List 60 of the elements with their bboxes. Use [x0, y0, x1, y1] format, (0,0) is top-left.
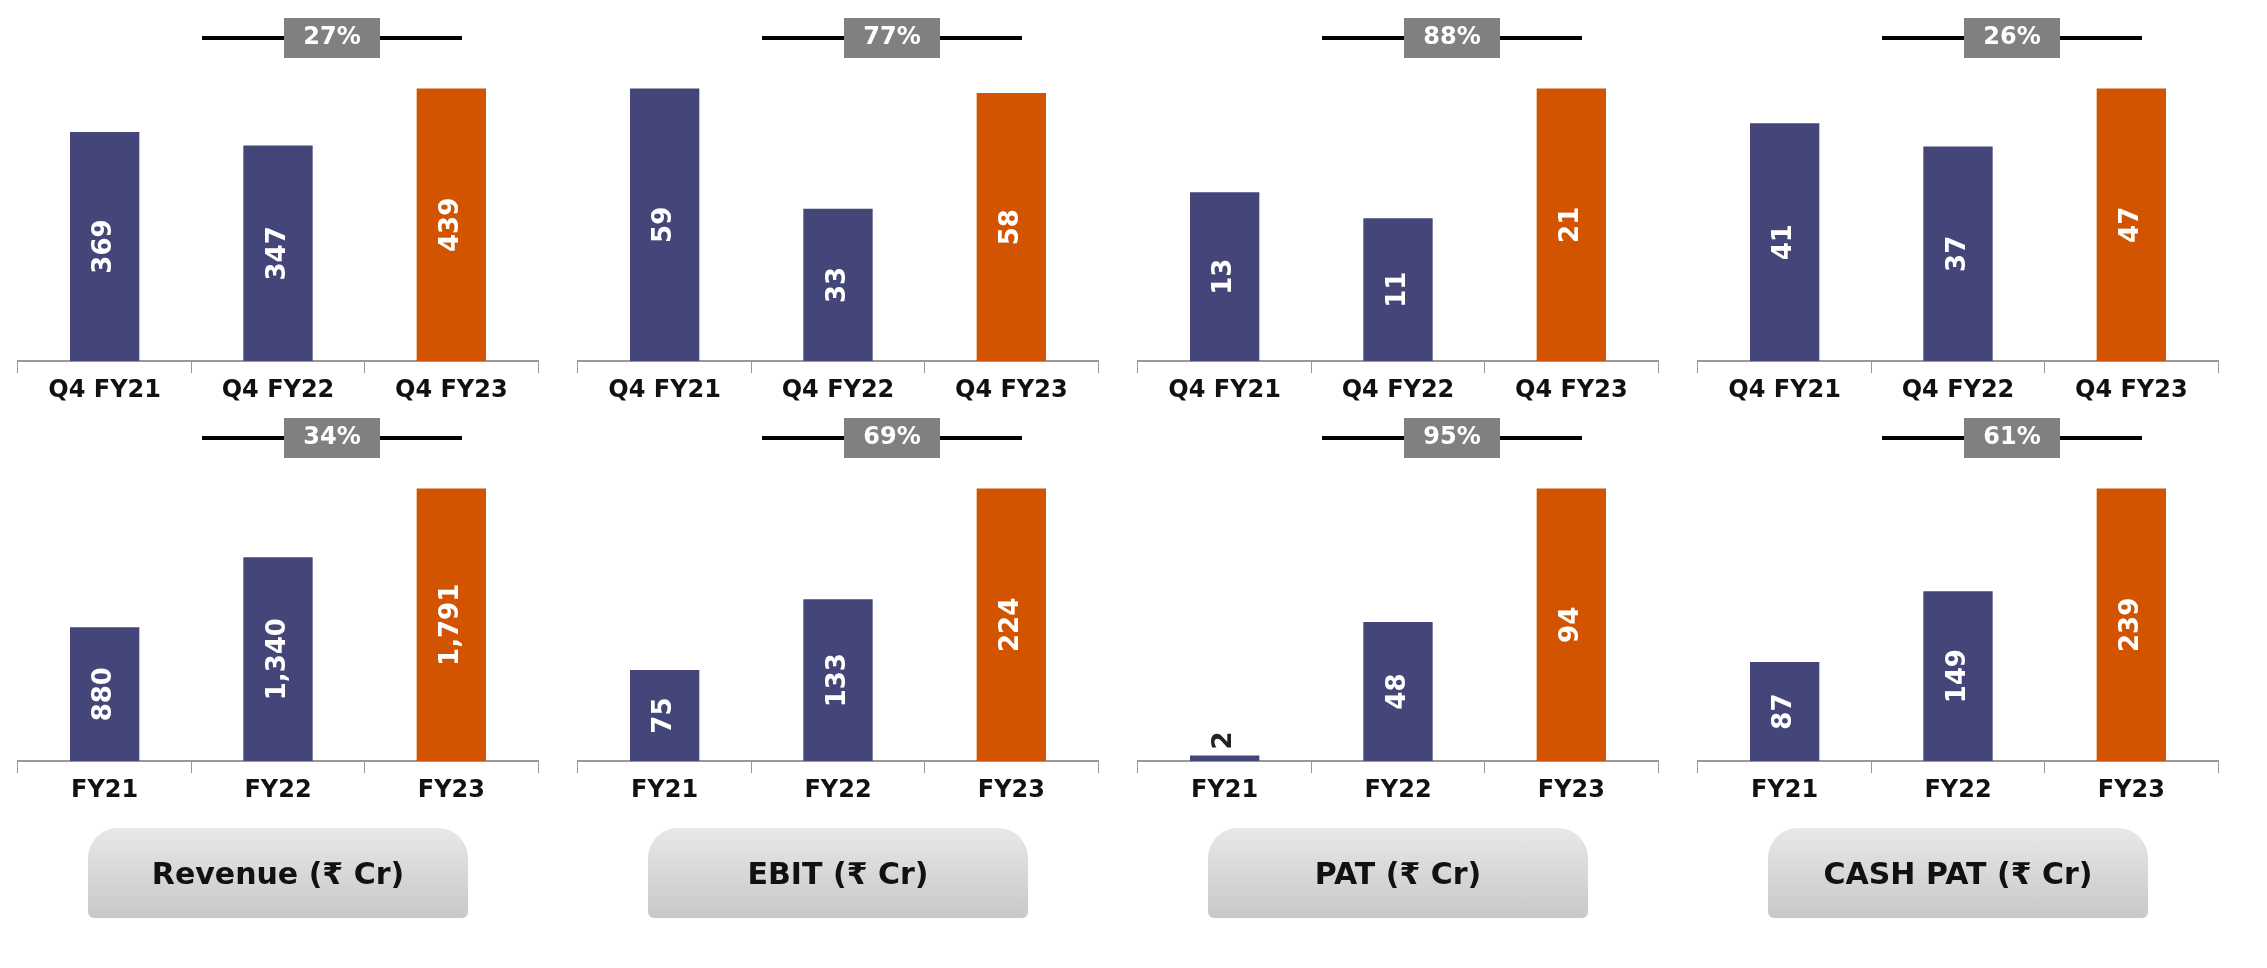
data-label: 94: [1554, 606, 1585, 643]
x-tick-label: Q4 FY21: [1728, 374, 1841, 403]
text: 27%: [303, 22, 361, 51]
text: 69%: [863, 422, 921, 451]
data-label: 59: [647, 206, 678, 243]
text: 61%: [1983, 422, 2041, 451]
text: CASH PAT (₹ Cr): [1768, 828, 2148, 918]
data-label: 2: [1207, 731, 1238, 750]
data-label: 1,791: [434, 583, 465, 666]
data-label: 33: [820, 266, 851, 304]
data-label: 75: [647, 697, 678, 734]
x-tick-label: Q4 FY21: [608, 374, 721, 403]
x-tick-label: Q4 FY23: [2075, 374, 2188, 403]
data-label: 1,340: [260, 618, 291, 701]
data-label: 58: [994, 209, 1025, 246]
data-label: 13: [1207, 258, 1238, 295]
x-tick-label: Q4 FY22: [1901, 374, 2015, 403]
x-tick-label: FY21: [1191, 774, 1259, 803]
text: EBIT (₹ Cr): [648, 828, 1028, 918]
text: 95%: [1423, 422, 1481, 451]
text: 88%: [1423, 22, 1481, 51]
x-tick-label: Q4 FY22: [1341, 374, 1455, 403]
data-label: 41: [1767, 224, 1798, 261]
data-label: 87: [1767, 693, 1798, 730]
text: 26%: [1983, 22, 2041, 51]
x-tick-label: Q4 FY21: [48, 374, 161, 403]
data-label: 149: [1940, 649, 1971, 704]
text: 77%: [863, 22, 921, 51]
x-tick-label: Q4 FY21: [1168, 374, 1281, 403]
x-tick-label: FY22: [1364, 774, 1432, 803]
x-tick-label: FY21: [631, 774, 699, 803]
x-tick-label: Q4 FY23: [395, 374, 508, 403]
x-tick-label: FY23: [2097, 774, 2165, 803]
data-label: 880: [87, 667, 118, 722]
x-tick-label: FY22: [1924, 774, 1992, 803]
data-label: 369: [87, 219, 118, 274]
data-label: 37: [1940, 235, 1971, 272]
x-tick-label: FY21: [71, 774, 139, 803]
data-label: 347: [260, 226, 291, 281]
x-tick-label: FY23: [417, 774, 485, 803]
x-tick-label: FY21: [1751, 774, 1819, 803]
data-label: 439: [434, 197, 465, 252]
x-tick-label: Q4 FY22: [221, 374, 335, 403]
data-label: 239: [2114, 597, 2145, 652]
x-tick-label: FY22: [244, 774, 312, 803]
data-label: 224: [994, 597, 1025, 652]
x-tick-label: Q4 FY22: [781, 374, 895, 403]
x-tick-label: FY22: [804, 774, 872, 803]
data-label: 21: [1554, 206, 1585, 243]
data-label: 47: [2114, 206, 2145, 243]
x-tick-label: FY23: [977, 774, 1045, 803]
text: Revenue (₹ Cr): [88, 828, 468, 918]
data-label: 48: [1380, 673, 1411, 710]
text: PAT (₹ Cr): [1208, 828, 1588, 918]
data-label: 11: [1380, 271, 1411, 308]
x-tick-label: Q4 FY23: [1515, 374, 1628, 403]
text: 34%: [303, 422, 361, 451]
x-tick-label: Q4 FY23: [955, 374, 1068, 403]
data-label: 133: [820, 653, 851, 708]
x-tick-label: FY23: [1537, 774, 1605, 803]
